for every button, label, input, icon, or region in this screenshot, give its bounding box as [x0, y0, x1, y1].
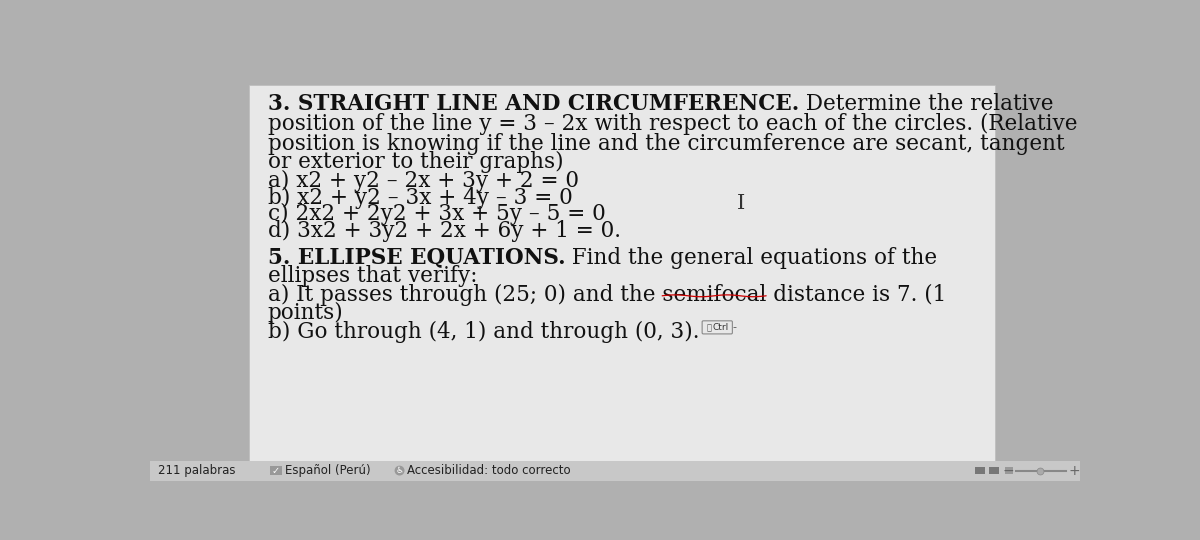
Text: b) Go through (4, 1) and through (0, 3).: b) Go through (4, 1) and through (0, 3).: [268, 320, 700, 342]
Text: -: -: [733, 322, 737, 332]
Text: I: I: [737, 194, 745, 213]
Text: points): points): [268, 302, 343, 324]
Text: +: +: [1068, 463, 1080, 477]
FancyBboxPatch shape: [1004, 467, 1013, 474]
Text: ✓: ✓: [271, 465, 280, 476]
Text: c) 2x2 + 2y2 + 3x + 5y – 5 = 0: c) 2x2 + 2y2 + 3x + 5y – 5 = 0: [268, 204, 606, 226]
Text: ellipses that verify:: ellipses that verify:: [268, 265, 478, 287]
FancyBboxPatch shape: [270, 466, 282, 475]
Text: ♿: ♿: [396, 466, 403, 475]
FancyBboxPatch shape: [250, 85, 995, 461]
Text: a) It passes through (25; 0) and the semifocal distance is 7. (1: a) It passes through (25; 0) and the sem…: [268, 284, 946, 306]
Text: 📋: 📋: [707, 323, 712, 332]
Text: −: −: [1002, 463, 1014, 477]
FancyBboxPatch shape: [150, 461, 1080, 481]
Text: Determine the relative: Determine the relative: [799, 92, 1054, 114]
Text: Find the general equations of the: Find the general equations of the: [565, 247, 937, 268]
Circle shape: [395, 467, 404, 475]
Text: d) 3x2 + 3y2 + 2x + 6y + 1 = 0.: d) 3x2 + 3y2 + 2x + 6y + 1 = 0.: [268, 220, 620, 242]
Text: or exterior to their graphs): or exterior to their graphs): [268, 151, 564, 173]
Text: Español (Perú): Español (Perú): [284, 464, 371, 477]
Text: 3. STRAIGHT LINE AND CIRCUMFERENCE.: 3. STRAIGHT LINE AND CIRCUMFERENCE.: [268, 92, 799, 114]
Text: Accesibilidad: todo correcto: Accesibilidad: todo correcto: [407, 464, 571, 477]
FancyBboxPatch shape: [702, 321, 732, 334]
Text: b) x2 + y2 – 3x + 4y – 3 = 0: b) x2 + y2 – 3x + 4y – 3 = 0: [268, 186, 572, 208]
FancyBboxPatch shape: [976, 467, 985, 475]
Text: 211 palabras: 211 palabras: [157, 464, 235, 477]
FancyBboxPatch shape: [989, 467, 1000, 475]
Text: 5. ELLIPSE EQUATIONS.: 5. ELLIPSE EQUATIONS.: [268, 247, 565, 268]
Text: Ctrl: Ctrl: [713, 323, 728, 332]
Text: position is knowing if the line and the circumference are secant, tangent: position is knowing if the line and the …: [268, 132, 1064, 154]
Text: position of the line y = 3 – 2x with respect to each of the circles. (Relative: position of the line y = 3 – 2x with res…: [268, 112, 1078, 134]
Text: a) x2 + y2 – 2x + 3y + 2 = 0: a) x2 + y2 – 2x + 3y + 2 = 0: [268, 170, 578, 192]
